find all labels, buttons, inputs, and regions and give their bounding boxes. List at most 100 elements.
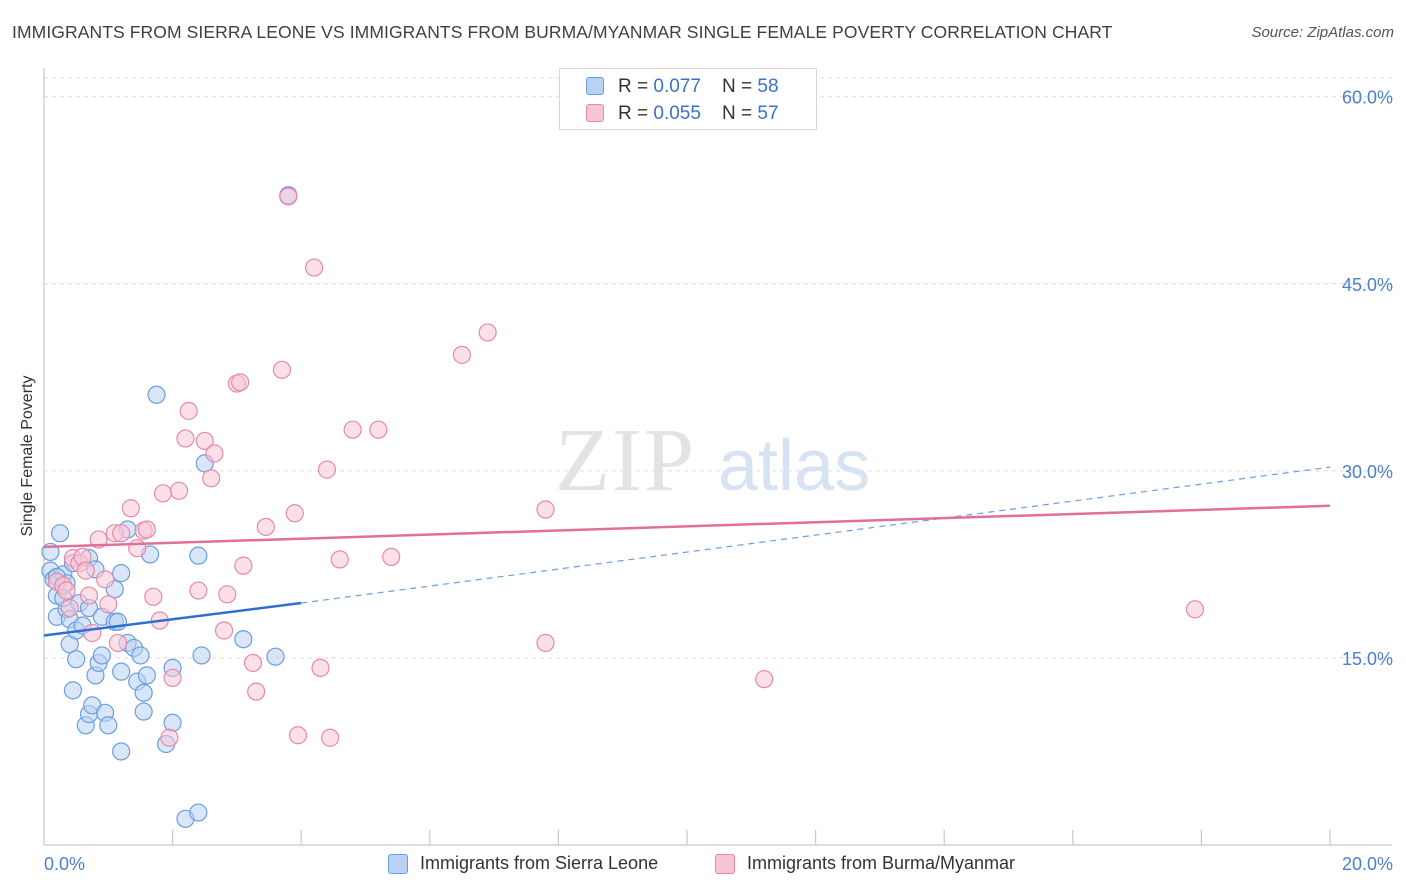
y-tick-label: 60.0% bbox=[1342, 88, 1393, 108]
point-burma bbox=[176, 429, 195, 448]
point-sierra-leone bbox=[67, 650, 86, 669]
trend-line-burma bbox=[43, 504, 1331, 549]
y-tick-label: 45.0% bbox=[1342, 275, 1393, 295]
point-burma bbox=[330, 550, 349, 569]
legend-r-value: 0.077 bbox=[653, 76, 701, 97]
x-tick-label: 0.0% bbox=[44, 854, 85, 874]
legend-n-label: N = bbox=[722, 76, 758, 97]
point-burma bbox=[279, 187, 298, 206]
point-burma bbox=[95, 570, 115, 589]
point-burma bbox=[317, 460, 337, 479]
point-burma bbox=[121, 499, 140, 518]
legend-r-value: 0.055 bbox=[653, 103, 701, 124]
point-burma bbox=[169, 481, 189, 500]
point-sierra-leone bbox=[192, 646, 211, 665]
point-sierra-leone bbox=[134, 683, 153, 702]
point-burma bbox=[321, 728, 340, 747]
source-credit: Source: ZipAtlas.com bbox=[1251, 24, 1394, 41]
legend-r-label: R = bbox=[618, 103, 654, 124]
point-burma bbox=[153, 484, 173, 503]
point-burma bbox=[536, 500, 555, 519]
trend-line-sierra-leone bbox=[43, 601, 302, 637]
point-burma bbox=[243, 653, 263, 673]
point-burma bbox=[189, 581, 208, 600]
point-burma bbox=[234, 556, 253, 575]
point-burma bbox=[231, 373, 250, 392]
correlation-legend: R = 0.077 N = 58 R = 0.055 N = 57 bbox=[559, 68, 817, 130]
x-tick-label: 20.0% bbox=[1342, 854, 1393, 874]
point-burma bbox=[76, 561, 95, 580]
y-tick-label: 30.0% bbox=[1342, 462, 1393, 482]
legend-swatch-sierra-leone bbox=[388, 854, 408, 874]
point-burma bbox=[478, 323, 497, 342]
point-burma bbox=[218, 585, 237, 604]
point-burma bbox=[112, 524, 131, 543]
series-legend: Immigrants from Sierra Leone Immigrants … bbox=[0, 850, 1406, 878]
point-burma bbox=[99, 595, 118, 614]
point-burma bbox=[536, 633, 555, 653]
point-burma bbox=[195, 431, 214, 451]
legend-label-burma: Immigrants from Burma/Myanmar bbox=[747, 853, 1016, 873]
watermark-zip: ZIP bbox=[555, 411, 696, 510]
point-burma bbox=[179, 401, 198, 421]
point-sierra-leone bbox=[131, 646, 150, 665]
point-burma bbox=[163, 668, 182, 687]
point-burma bbox=[256, 517, 275, 537]
point-burma bbox=[137, 520, 156, 539]
point-sierra-leone bbox=[163, 713, 182, 732]
point-burma bbox=[272, 360, 292, 379]
legend-n-value: 58 bbox=[757, 76, 779, 97]
point-burma bbox=[382, 547, 401, 567]
point-burma bbox=[1185, 600, 1205, 619]
watermark-atlas: atlas bbox=[718, 426, 870, 506]
point-burma bbox=[57, 581, 76, 600]
point-sierra-leone bbox=[147, 385, 166, 404]
tick-labels: 15.0% 30.0% 45.0% 60.0% 0.0% 20.0% bbox=[44, 88, 1393, 874]
point-burma bbox=[369, 420, 388, 439]
watermark: ZIP atlas bbox=[555, 411, 870, 510]
point-sierra-leone bbox=[266, 647, 285, 666]
point-sierra-leone bbox=[99, 716, 118, 735]
legend-r-label: R = bbox=[618, 76, 654, 97]
point-sierra-leone bbox=[234, 630, 253, 649]
point-burma bbox=[304, 258, 324, 277]
legend-label-sierra-leone: Immigrants from Sierra Leone bbox=[420, 853, 659, 873]
axes bbox=[43, 68, 1392, 846]
point-burma bbox=[83, 623, 102, 643]
point-sierra-leone bbox=[189, 546, 208, 565]
legend-n-value: 57 bbox=[757, 103, 779, 124]
point-sierra-leone bbox=[112, 742, 131, 761]
point-burma bbox=[205, 444, 224, 463]
trend-line-sierra-leone-extension bbox=[301, 466, 1331, 604]
point-burma bbox=[144, 587, 163, 606]
legend-text-burma: R = 0.055 N = 57 bbox=[618, 103, 779, 125]
trend-lines bbox=[43, 466, 1331, 637]
data-points bbox=[41, 186, 1205, 828]
point-burma bbox=[214, 621, 234, 640]
point-sierra-leone bbox=[50, 524, 70, 543]
point-burma bbox=[452, 345, 472, 364]
point-sierra-leone bbox=[137, 666, 156, 685]
point-burma bbox=[160, 728, 179, 747]
point-burma bbox=[128, 539, 147, 558]
legend-swatch-burma bbox=[715, 854, 735, 874]
point-burma bbox=[202, 469, 221, 488]
point-burma bbox=[79, 586, 99, 605]
point-burma bbox=[755, 670, 774, 689]
point-burma bbox=[311, 658, 330, 678]
point-sierra-leone bbox=[112, 662, 131, 681]
point-burma bbox=[343, 420, 362, 439]
legend-n-label: N = bbox=[722, 103, 758, 124]
chart-title: IMMIGRANTS FROM SIERRA LEONE VS IMMIGRAN… bbox=[12, 22, 1113, 42]
point-burma bbox=[288, 726, 308, 745]
point-sierra-leone bbox=[92, 646, 111, 665]
point-sierra-leone bbox=[63, 681, 83, 700]
legend-text-sierra-leone: R = 0.077 N = 58 bbox=[618, 76, 779, 98]
point-burma bbox=[60, 598, 79, 618]
point-sierra-leone bbox=[189, 803, 208, 822]
point-burma bbox=[247, 682, 266, 701]
legend-swatch-sierra-leone bbox=[586, 77, 604, 95]
point-burma bbox=[108, 633, 128, 653]
point-burma bbox=[89, 530, 108, 549]
